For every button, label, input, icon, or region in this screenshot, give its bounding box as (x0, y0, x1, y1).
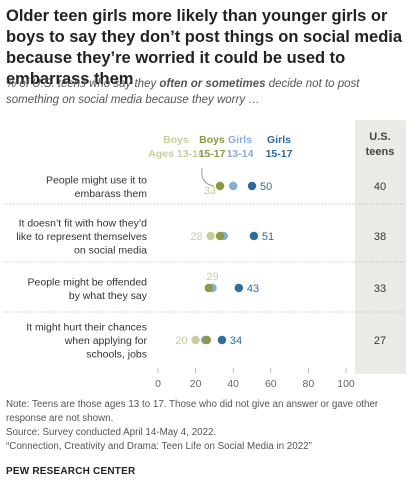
data-point-boys-15-17 (215, 231, 225, 241)
total-column-background (355, 120, 406, 374)
x-axis-tick-label: 60 (265, 378, 277, 390)
legend-label-line1: Girls (267, 134, 291, 146)
x-axis-tick-label: 80 (303, 378, 315, 390)
data-value-label: 50 (260, 181, 272, 193)
category-label-line: schools, jobs (86, 349, 147, 361)
legend-label-line1: Boys (199, 134, 225, 146)
legend-label-line1: Girls (228, 134, 252, 146)
subtitle-text-start: % of U.S. teens who say they (6, 78, 160, 90)
data-value-label: 28 (190, 231, 202, 243)
source-text: Source: Survey conducted April 14-May 4,… (6, 427, 217, 438)
data-value-label: 34 (230, 335, 242, 347)
category-label-line: People might be offended (28, 276, 148, 288)
data-value-label: 51 (262, 231, 274, 243)
chart-notes: Note: Teens are those ages 13 to 17. Tho… (6, 398, 416, 454)
category-label-line: It might hurt their chances (26, 322, 147, 334)
total-value: 33 (374, 283, 386, 295)
organization-name: PEW RESEARCH CENTER (6, 466, 136, 477)
x-axis-tick-label: 40 (227, 378, 239, 390)
category-label-line: People might use it to (46, 174, 147, 186)
data-value-label: 43 (247, 283, 259, 295)
data-point-girls-15-17 (249, 231, 259, 241)
data-point-boys-15-17 (215, 181, 225, 191)
data-point-boys-ages-13-14 (206, 231, 215, 241)
legend-label-line2: 13-14 (227, 148, 254, 160)
legend-label-line2: 15-17 (266, 148, 293, 160)
data-value-label: 20 (175, 335, 187, 347)
category-label-line: embarass them (75, 188, 148, 200)
legend-label-line2: Ages 13-14 (148, 148, 204, 160)
data-value-label: 33 (204, 185, 216, 197)
total-column-header-line2: teens (366, 146, 395, 158)
total-column-header-line1: U.S. (369, 131, 390, 143)
subtitle-emphasis: often or sometimes (159, 78, 266, 90)
total-value: 38 (374, 231, 386, 243)
category-label-line: when applying for (64, 335, 148, 347)
total-value: 27 (374, 335, 386, 347)
report-title-text: “Connection, Creativity and Drama: Teen … (6, 441, 312, 452)
data-point-girls-15-17 (217, 335, 227, 345)
subtitle-text-end: decide not to post something on social m… (6, 78, 360, 106)
category-label-line: by what they say (69, 290, 148, 302)
category-label-line: It doesn’t fit with how they’d (19, 218, 148, 230)
category-label-line: on social media (74, 245, 147, 257)
data-point-boys-15-17 (204, 283, 213, 293)
x-axis-tick-label: 100 (337, 378, 355, 390)
legend-label-line2: 15-17 (199, 148, 226, 160)
x-axis-tick-label: 20 (190, 378, 202, 390)
total-value: 40 (374, 181, 386, 193)
chart-subtitle: % of U.S. teens who say they often or so… (6, 76, 414, 108)
data-point-girls-15-17 (247, 181, 257, 191)
legend-label-line1: Boys (163, 134, 189, 146)
data-point-girls-13-14 (229, 181, 238, 191)
data-point-girls-15-17 (234, 283, 244, 293)
category-label-line: like to represent themselves (16, 231, 147, 243)
data-point-boys-ages-13-14 (191, 335, 200, 345)
chart-title: Older teen girls more likely than younge… (6, 7, 403, 88)
legend-leader-line (201, 167, 215, 187)
x-axis-tick-label: 0 (155, 378, 161, 390)
data-value-label: 29 (206, 271, 218, 283)
data-point-boys-15-17 (202, 335, 212, 345)
note-text: Note: Teens are those ages 13 to 17. Tho… (6, 399, 379, 424)
